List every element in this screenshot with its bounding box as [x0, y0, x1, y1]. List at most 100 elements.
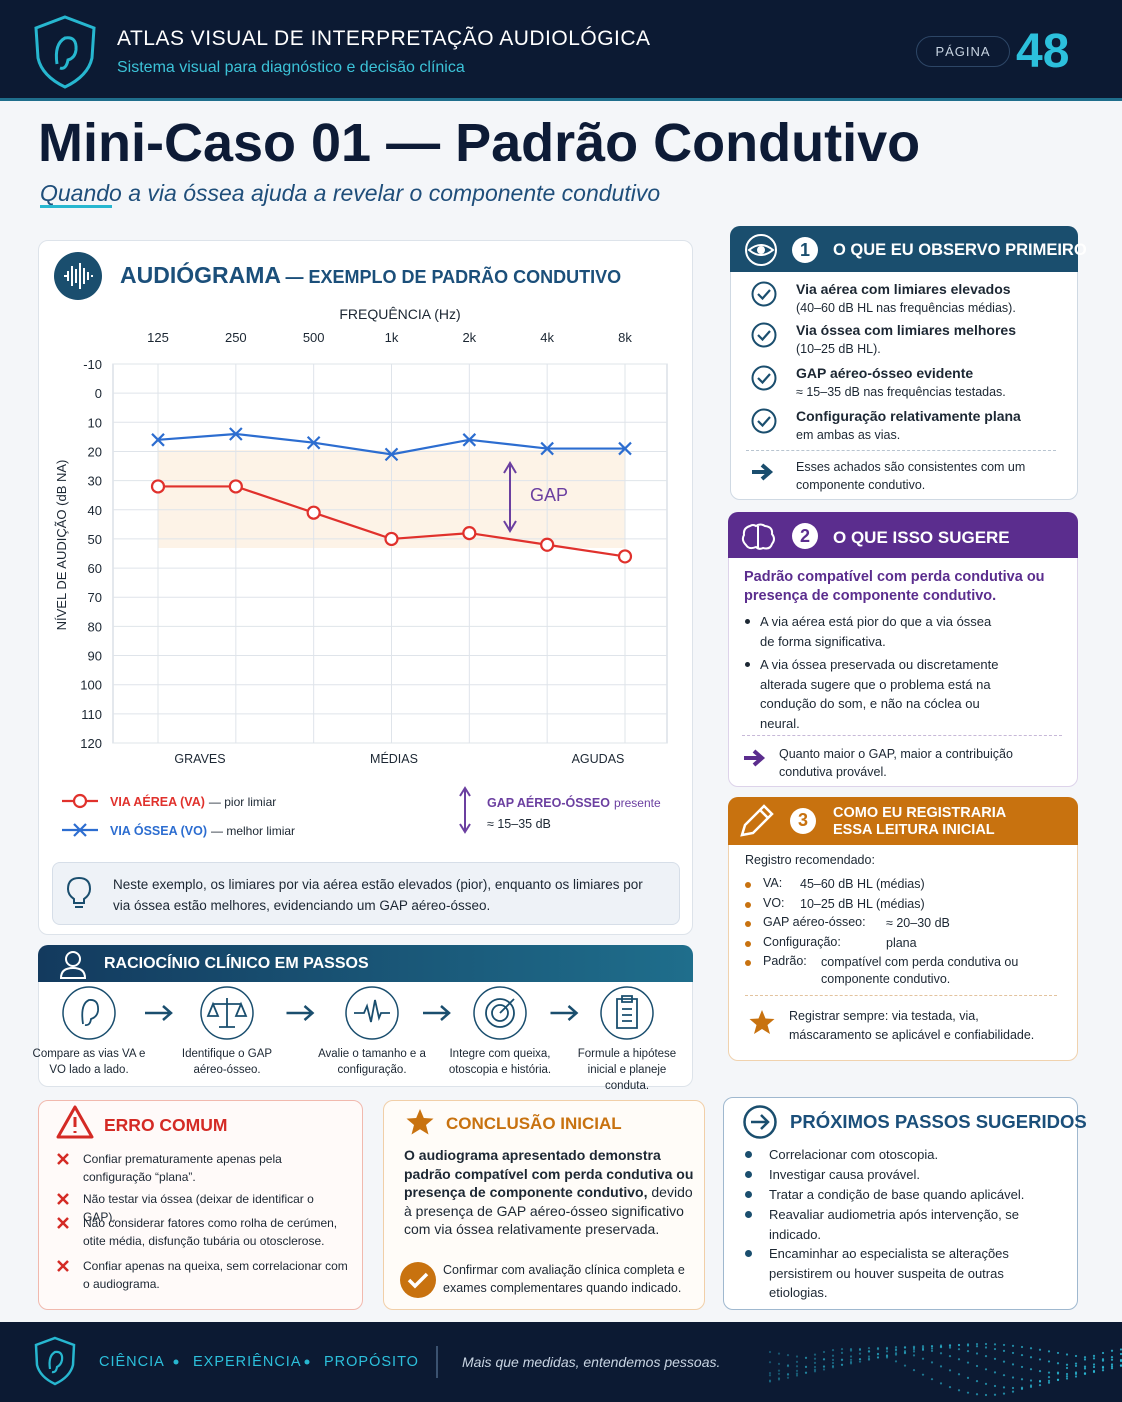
icon-pencil — [740, 804, 774, 837]
x-marker — [306, 435, 321, 450]
footer-dot — [948, 1346, 952, 1349]
footer-dot — [1020, 1353, 1024, 1357]
footer-dot — [885, 1354, 889, 1357]
data-point — [617, 549, 633, 564]
footer-dot — [975, 1345, 979, 1348]
arrow — [752, 463, 774, 481]
footer-dot — [795, 1355, 799, 1358]
footer-dot — [1020, 1387, 1024, 1390]
register-value: ≈ 20–30 dB — [886, 916, 950, 930]
footer-dot — [984, 1382, 988, 1385]
footer-dot — [957, 1373, 961, 1376]
star-icon — [406, 1109, 434, 1135]
footer-dot — [1101, 1359, 1105, 1362]
footer-dot — [1056, 1371, 1060, 1374]
check-icon — [751, 322, 777, 348]
footer-dot — [957, 1348, 961, 1351]
footer-dot — [993, 1393, 997, 1396]
x-marker — [384, 447, 399, 462]
x-marker — [618, 441, 632, 456]
conclusion-title: CONCLUSÃO INICIAL — [446, 1114, 622, 1133]
y-tick-label: 20 — [88, 444, 102, 459]
separator-dot — [173, 1359, 179, 1365]
check — [407, 1272, 429, 1289]
step-icon — [62, 986, 116, 1040]
footer-dot — [1110, 1365, 1114, 1368]
footer-dot — [1011, 1344, 1015, 1347]
footer-dot — [777, 1362, 781, 1365]
footer-dot — [1101, 1366, 1105, 1369]
x-marker — [229, 427, 243, 441]
register-label: Configuração: — [763, 934, 841, 949]
legend-name: VIA AÉREA (VA) — [110, 794, 205, 809]
footer-dot — [804, 1356, 808, 1360]
footer-dot — [1002, 1392, 1006, 1395]
footer-dot — [957, 1358, 961, 1361]
footer-dot — [849, 1347, 853, 1351]
register-label: VA: — [763, 876, 783, 890]
footer-value: EXPERIÊNCIA — [193, 1354, 302, 1370]
footer-dot — [1020, 1378, 1024, 1381]
audiogram: FREQUÊNCIA (Hz) NÍVEL DE AUDIÇÃO (dB NA) -… — [54, 306, 668, 838]
arrow-icon — [752, 463, 774, 481]
data-point — [618, 441, 632, 456]
footer-dot — [822, 1365, 826, 1368]
footer-dot — [786, 1376, 790, 1379]
step-glyph — [354, 999, 390, 1023]
footer-dot — [1110, 1356, 1114, 1359]
footer-dot — [1074, 1362, 1078, 1365]
footer-dot — [768, 1374, 772, 1377]
footer-dot — [966, 1344, 970, 1347]
bullet — [745, 1250, 752, 1257]
footer-dot — [1047, 1379, 1051, 1382]
observe-header — [730, 226, 1078, 272]
bullet — [745, 1151, 752, 1158]
footer-dot — [813, 1368, 817, 1371]
footer-dot — [885, 1350, 889, 1353]
footer-dot — [867, 1357, 871, 1360]
footer-dot — [840, 1363, 844, 1366]
register-value: 10–25 dB HL (médias) — [800, 896, 925, 911]
chart-icon — [54, 252, 102, 300]
x-tick-label: 500 — [303, 330, 325, 345]
footer-dot — [777, 1378, 781, 1381]
footer-dot — [975, 1342, 979, 1346]
footer-dot — [1047, 1360, 1051, 1363]
footer-dot — [804, 1371, 808, 1374]
legend-entry: VIA ÓSSEA (VO) — melhor limiar — [110, 823, 295, 838]
footer-value: CIÊNCIA — [99, 1354, 165, 1370]
footer-dot — [912, 1350, 916, 1353]
header-subtitle: Sistema visual para diagnóstico e decisã… — [117, 59, 465, 76]
error-item: Confiar apenas na queixa, sem correlacio… — [83, 1259, 348, 1291]
footer-dot — [1011, 1386, 1015, 1390]
footer-dot — [822, 1350, 826, 1354]
x-icon — [57, 1217, 69, 1229]
footer-dot — [975, 1393, 979, 1396]
footer-dot — [822, 1365, 826, 1368]
footer-dot — [1074, 1375, 1078, 1378]
footer-dot — [858, 1360, 862, 1363]
footer-dot — [975, 1364, 979, 1368]
check-circle — [751, 408, 777, 434]
footer-dot — [1038, 1380, 1042, 1383]
footer-dot — [930, 1344, 934, 1348]
footer-dot — [786, 1364, 790, 1367]
page-number: 48 — [1016, 25, 1070, 78]
footer-dot — [831, 1361, 835, 1365]
conclusion-confirm: Confirmar com avaliação clínica completa… — [443, 1263, 685, 1295]
observe-number: 1 — [799, 240, 810, 260]
icon-pupil — [757, 246, 765, 254]
footer-dot — [1083, 1356, 1087, 1359]
footer-dot — [858, 1358, 862, 1361]
gap-legend-range: ≈ 15–35 dB — [487, 817, 551, 831]
footer-dot — [1002, 1386, 1006, 1389]
register-icons — [740, 804, 816, 837]
footer-dot — [1110, 1363, 1114, 1366]
icon-arrow — [751, 1114, 770, 1130]
gap-legend-arrow — [459, 786, 471, 834]
footer-dot — [804, 1371, 808, 1374]
next-item: Encaminhar ao especialista se alterações… — [769, 1246, 1009, 1300]
suggest-title: O QUE ISSO SUGERE — [833, 528, 1010, 547]
bullet — [745, 619, 750, 624]
next-icon — [743, 1105, 777, 1139]
